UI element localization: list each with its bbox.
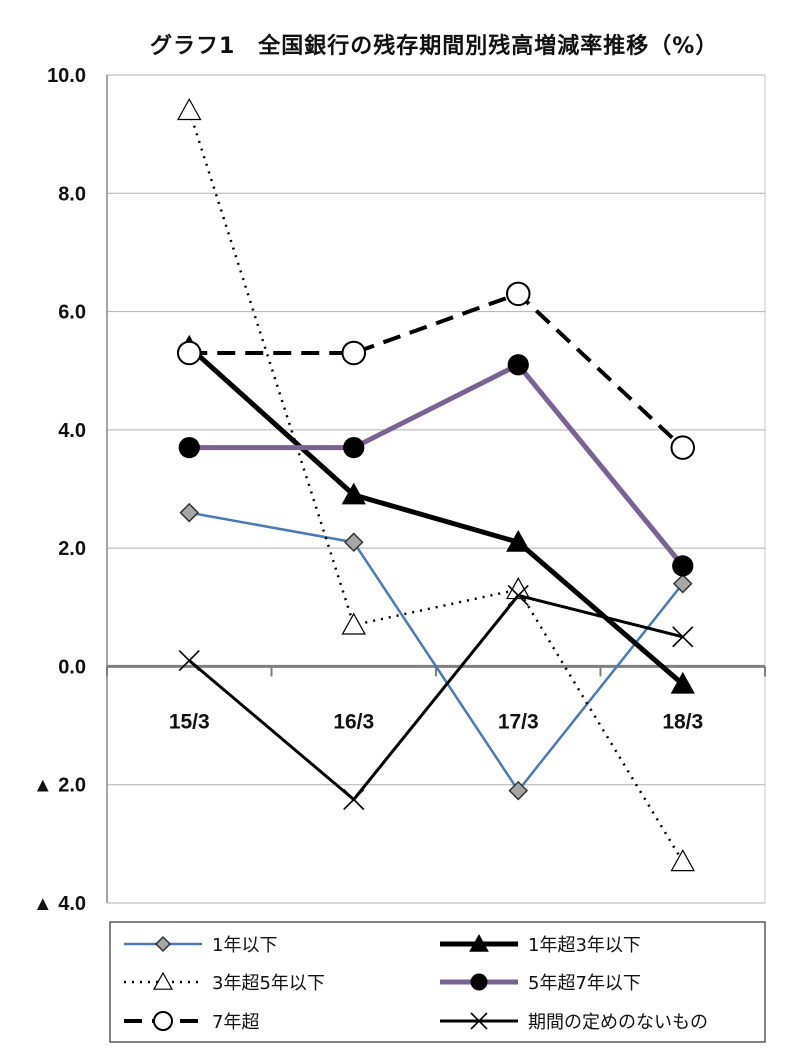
circle-marker: [470, 973, 488, 991]
series-4: [178, 354, 694, 577]
y-tick-label: 8.0: [58, 183, 86, 205]
open-triangle-marker: [341, 612, 367, 635]
y-tick-label: 0.0: [58, 656, 86, 678]
series-line: [187, 345, 685, 687]
series-line: [188, 110, 684, 863]
series-2: [177, 334, 695, 694]
series-line: [189, 362, 685, 568]
y-tick-label: ▲ 4.0: [33, 893, 86, 915]
y-tick-label: 10.0: [47, 65, 86, 87]
legend-label: 期間の定めのないもの: [528, 1012, 708, 1033]
legend-item: 7年超: [124, 1011, 259, 1033]
x-tick-label: 16/3: [333, 710, 374, 733]
circle-marker: [507, 354, 529, 376]
legend-item: 1年超3年以下: [440, 933, 641, 956]
triangle-marker: [670, 671, 695, 694]
diamond-marker: [154, 935, 172, 953]
legend-label: 1年以下: [212, 935, 277, 956]
open-triangle-marker: [505, 577, 531, 600]
y-tick-label: ▲ 2.0: [33, 775, 86, 797]
axes: [106, 75, 766, 903]
series-6: [178, 584, 694, 811]
open-triangle-marker: [152, 971, 174, 990]
legend: 1年以下 1年超3年以下 3年超5年以下 5年超7年以下 7年超 期間の定めのないもの: [109, 921, 766, 1043]
grid-lines: [106, 74, 766, 904]
legend-label: 1年超3年以下: [528, 935, 641, 956]
circle-marker: [343, 436, 365, 459]
diamond-marker: [508, 780, 529, 801]
x-marker-stroke: [343, 788, 365, 811]
open-circle-marker: [341, 340, 366, 366]
x-marker-stroke: [672, 626, 694, 648]
legend-item: 期間の定めのないもの: [440, 1012, 708, 1033]
triangle-marker: [469, 933, 489, 952]
open-circle-marker: [177, 340, 202, 366]
circle-marker: [672, 555, 694, 577]
x-tick-label: 15/3: [169, 710, 210, 733]
open-triangle-marker: [176, 98, 202, 121]
triangle-marker: [341, 482, 366, 505]
series-lines: [176, 98, 696, 872]
legend-label: 7年超: [212, 1012, 259, 1033]
open-triangle-marker: [670, 849, 696, 872]
legend-item: 5年超7年以下: [440, 973, 641, 994]
x-tick-label: 17/3: [498, 710, 539, 733]
y-tick-label: 6.0: [58, 302, 86, 324]
legend-item: 3年超5年以下: [124, 971, 325, 994]
legend-label: 3年超5年以下: [212, 973, 325, 994]
legend-box: [109, 921, 766, 1043]
tick-labels: 10.0 8.0 6.0 4.0 2.0 0.0 ▲ 2.0 ▲ 4.0 15/3 16/3 17/…: [33, 65, 703, 915]
legend-label: 5年超7年以下: [528, 973, 641, 994]
chart-title: グラフ1 全国銀行の残存期間別残高増減率推移（%）: [150, 34, 719, 59]
open-circle-marker: [153, 1011, 173, 1031]
circle-marker: [178, 436, 200, 459]
series-line: [188, 593, 684, 801]
diamond-marker: [672, 573, 693, 594]
diamond-marker: [343, 532, 364, 553]
diamond-marker: [179, 502, 200, 523]
series-5: [177, 281, 695, 460]
series-line: [189, 291, 685, 450]
x-tick-label: 18/3: [662, 710, 703, 733]
x-marker-stroke: [470, 1012, 488, 1030]
legend-item: 1年以下: [124, 935, 277, 956]
x-marker-stroke: [178, 649, 200, 672]
plot-area-border: [106, 74, 766, 904]
y-tick-label: 2.0: [58, 538, 86, 560]
y-tick-label: 4.0: [58, 420, 86, 442]
series-line: [189, 511, 684, 792]
open-circle-marker: [670, 435, 695, 460]
open-circle-marker: [506, 281, 531, 307]
x-marker-stroke: [507, 584, 529, 607]
series-1: [179, 502, 693, 801]
triangle-marker: [506, 529, 531, 552]
series-3: [176, 98, 696, 872]
